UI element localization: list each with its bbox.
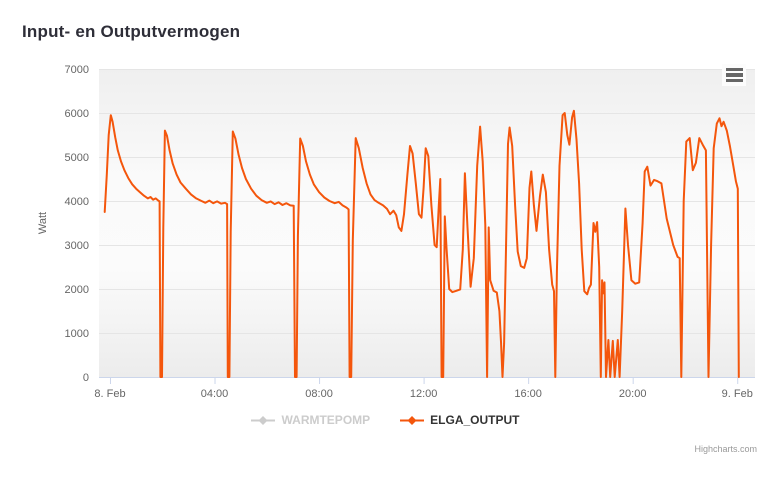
plot-area [99,69,755,377]
elga-output-series[interactable] [103,109,740,378]
legend-item-warmtepomp[interactable]: WARMTEPOMP [251,413,370,427]
x-axis-tick-label: 8. Feb [94,388,125,400]
chart-legend: WARMTEPOMP ELGA_OUTPUT [0,413,771,427]
legend-label-elga-output: ELGA_OUTPUT [430,413,520,427]
warmtepomp-marker-icon [251,415,276,425]
highcharts-credits-link[interactable]: Highcharts.com [694,444,757,454]
y-axis-tick-label: 6000 [65,108,89,120]
x-axis-tick-label: 12:00 [410,388,438,400]
y-axis-tick-label: 2000 [65,284,89,296]
y-axis-tick-label: 5000 [65,152,89,164]
y-axis-tick-label: 4000 [65,196,89,208]
chart-title: Input- en Outputvermogen [22,22,241,41]
y-axis-title: Watt [37,212,49,234]
export-menu-button[interactable] [722,64,746,86]
x-axis-tick-label: 20:00 [619,388,647,400]
y-axis-tick-label: 3000 [65,240,89,252]
legend-label-warmtepomp: WARMTEPOMP [281,413,371,427]
x-axis-tick-label: 9. Feb [722,388,753,400]
y-axis-tick-label: 1000 [65,328,89,340]
x-axis-tick-label: 16:00 [514,388,542,400]
x-axis-tick-label: 08:00 [305,388,333,400]
x-axis-tick-label: 04:00 [201,388,229,400]
legend-item-elga-output[interactable]: ELGA_OUTPUT [400,413,520,427]
y-axis-tick-label: 7000 [65,64,89,76]
chart-svg: 0 1000 2000 3000 4000 5000 6000 7000 Watt 8. Feb 0… [37,64,755,400]
elga-output-marker-icon [400,415,425,425]
y-axis-tick-label: 0 [83,372,89,384]
